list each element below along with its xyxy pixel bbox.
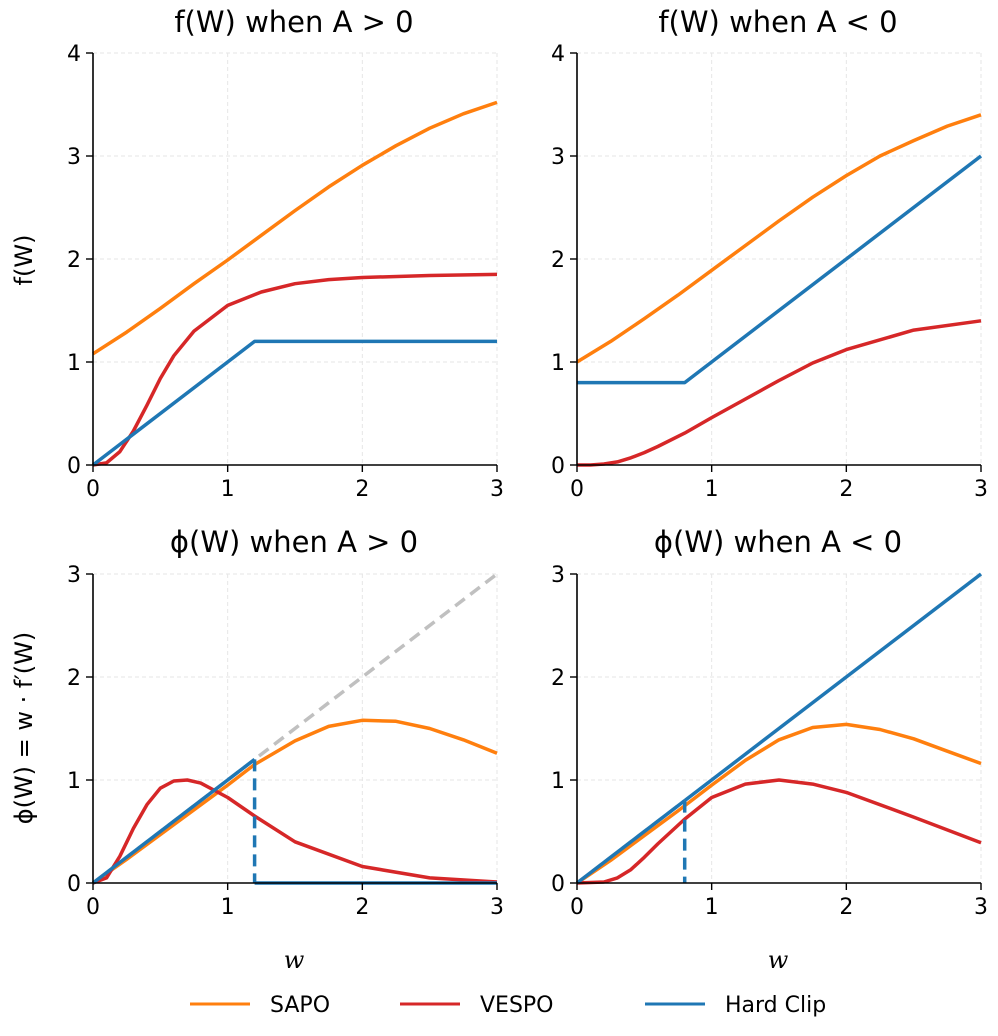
series-sapo xyxy=(576,113,982,364)
xlabel-bottom-right: w xyxy=(768,946,789,974)
y-tick-label: 1 xyxy=(67,351,81,376)
series-hard-clip xyxy=(683,572,983,802)
panel-4: 0 1 2 3 0 1 2 3 xyxy=(551,563,988,920)
panel-2: 0 1 2 3 0 1 2 3 4 xyxy=(551,42,988,502)
xlabel-bottom-left: w xyxy=(284,946,305,974)
x-tick-label: 1 xyxy=(705,477,719,502)
x-tick-label: 2 xyxy=(839,895,853,920)
x-tick-label: 0 xyxy=(86,477,100,502)
y-tick-label: 2 xyxy=(551,248,565,273)
x-tick-label: 3 xyxy=(974,895,988,920)
y-tick-label: 3 xyxy=(551,145,565,170)
series-sapo xyxy=(92,100,498,356)
panel-title-1: f(W) when A > 0 xyxy=(174,5,413,39)
series-sapo xyxy=(91,718,498,885)
series-hard-clip xyxy=(91,339,497,467)
y-tick-label: 4 xyxy=(551,42,565,67)
y-tick-label: 4 xyxy=(67,42,81,67)
x-tick-label: 2 xyxy=(355,895,369,920)
x-tick-label: 2 xyxy=(839,477,853,502)
x-tick-label: 1 xyxy=(221,895,235,920)
y-tick-label: 0 xyxy=(551,872,565,897)
ylabel-top: f(W) xyxy=(10,235,38,286)
y-tick-label: 2 xyxy=(67,666,81,691)
x-tick-label: 3 xyxy=(490,895,504,920)
x-tick-label: 3 xyxy=(490,477,504,502)
panel-title-2: f(W) when A < 0 xyxy=(658,5,897,39)
panels-group: 0 1 2 3 0 1 2 3 4 0 1 2 3 0 1 2 3 4 0 1 2 3 0 1 2 3 0 1 2 3 0 1 2 3 xyxy=(67,42,988,920)
legend-label-sapo: SAPO xyxy=(270,993,330,1018)
y-tick-label: 3 xyxy=(67,145,81,170)
y-tick-label: 1 xyxy=(67,769,81,794)
y-tick-label: 3 xyxy=(551,563,565,588)
series-vespo xyxy=(576,778,982,885)
series-hard-clip xyxy=(575,799,686,885)
legend: SAPO VESPO Hard Clip xyxy=(190,993,826,1018)
x-tick-label: 0 xyxy=(570,477,584,502)
y-tick-label: 2 xyxy=(551,666,565,691)
legend-label-hardclip: Hard Clip xyxy=(725,993,826,1018)
y-tick-label: 0 xyxy=(67,454,81,479)
x-tick-label: 0 xyxy=(86,895,100,920)
series-vespo xyxy=(92,778,498,885)
y-tick-label: 1 xyxy=(551,769,565,794)
series-sapo xyxy=(576,722,982,885)
x-tick-label: 0 xyxy=(570,895,584,920)
series-hard-clip xyxy=(577,154,983,385)
x-tick-label: 2 xyxy=(355,477,369,502)
series-vespo xyxy=(92,272,498,467)
y-tick-label: 0 xyxy=(551,454,565,479)
series-hard-clip xyxy=(91,758,256,885)
legend-label-vespo: VESPO xyxy=(480,993,554,1018)
ylabel-bottom: ϕ(W) = w · f′(W) xyxy=(10,632,38,825)
x-tick-label: 1 xyxy=(705,895,719,920)
panel-3: 0 1 2 3 0 1 2 3 xyxy=(67,563,504,920)
x-tick-label: 1 xyxy=(221,477,235,502)
panel-1: 0 1 2 3 0 1 2 3 4 xyxy=(67,42,504,502)
series-vespo xyxy=(577,319,982,467)
y-tick-label: 3 xyxy=(67,563,81,588)
panel-title-3: ϕ(W) when A > 0 xyxy=(170,525,418,559)
x-tick-label: 3 xyxy=(974,477,988,502)
y-tick-label: 2 xyxy=(67,248,81,273)
y-tick-label: 0 xyxy=(67,872,81,897)
y-tick-label: 1 xyxy=(551,351,565,376)
panel-title-4: ϕ(W) when A < 0 xyxy=(654,525,902,559)
